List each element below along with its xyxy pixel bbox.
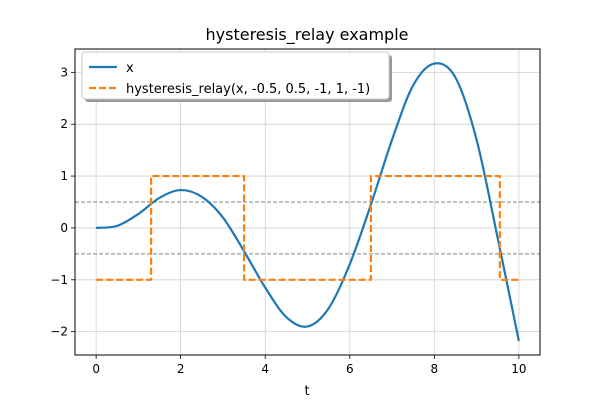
x-tick-label: 2 [177, 362, 185, 376]
x-tick-label: 4 [261, 362, 269, 376]
x-axis-label: t [304, 384, 309, 399]
chart-title: hysteresis_relay example [206, 25, 409, 45]
y-tick-label: 2 [60, 117, 68, 131]
legend-box [81, 51, 390, 100]
legend-label-x: x [126, 61, 134, 76]
series-hysteresis-relay-line [96, 174, 519, 281]
y-tick-label: −2 [50, 325, 68, 339]
y-tick-label: 3 [60, 65, 68, 79]
y-tick-label: 1 [60, 169, 68, 183]
y-tick-label: 0 [60, 221, 68, 235]
x-tick-label: 0 [92, 362, 100, 376]
y-tick-label: −1 [50, 273, 68, 287]
y-axis-ticks: −2 −1 0 1 2 3 [50, 65, 75, 339]
x-axis-ticks: 0 2 4 6 8 10 [92, 355, 527, 376]
series-x-line [96, 62, 520, 342]
legend-label-hysteresis-relay: hysteresis_relay(x, -0.5, 0.5, -1, 1, -1… [126, 82, 370, 97]
series-layer [96, 62, 520, 342]
threshold-lines [75, 201, 540, 255]
legend: x hysteresis_relay(x, -0.5, 0.5, -1, 1, … [81, 51, 392, 102]
x-tick-label: 8 [430, 362, 438, 376]
axes-frame [74, 48, 541, 356]
x-tick-label: 6 [346, 362, 354, 376]
x-tick-label: 10 [511, 362, 526, 376]
